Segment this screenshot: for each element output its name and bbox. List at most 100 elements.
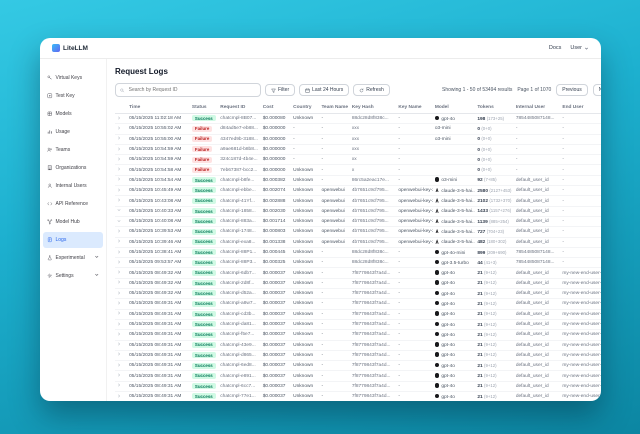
- table-row[interactable]: 05/15/2025 08:49:31 AM Success chatcmpl-…: [115, 391, 601, 401]
- end-user-cell: -: [560, 113, 601, 125]
- key-name-cell: -: [396, 247, 433, 259]
- table-row[interactable]: 05/15/2025 08:49:32 AM Success chatcmpl-…: [115, 278, 601, 290]
- sidebar-item-usage[interactable]: Usage: [43, 124, 103, 140]
- table-row[interactable]: 05/15/2025 08:49:31 AM Success chatcmpl-…: [115, 360, 601, 372]
- row-expander-icon[interactable]: [117, 167, 121, 171]
- sidebar-item-test-key[interactable]: Test Key: [43, 88, 103, 104]
- column-header: Cost: [260, 103, 292, 114]
- previous-page-button[interactable]: Previous: [556, 84, 588, 96]
- row-expander-icon[interactable]: [117, 126, 121, 130]
- row-expander-icon[interactable]: [117, 260, 121, 264]
- row-expander-icon[interactable]: [117, 270, 121, 274]
- table-row[interactable]: 05/15/2025 10:45:49 AM Success chatcmpl-…: [115, 185, 601, 197]
- brand-logo[interactable]: LiteLLM: [52, 44, 88, 52]
- table-header-row: Time Status Request ID Cost Country Team Name…: [115, 103, 601, 114]
- table-row[interactable]: 05/15/2025 11:02:18 AM Success chatcmpl-…: [115, 113, 601, 125]
- row-expander-icon[interactable]: [117, 208, 121, 212]
- table-row[interactable]: 05/15/2025 10:54:58 AM Failure 7eb67387-…: [115, 164, 601, 176]
- docs-link[interactable]: Docs: [548, 45, 562, 51]
- table-row[interactable]: 05/15/2025 10:55:02 AM Failure d84ad5e7-…: [115, 123, 601, 135]
- row-expander-icon[interactable]: [117, 363, 121, 367]
- sidebar-item-virtual-keys[interactable]: Virtual Keys: [43, 70, 103, 86]
- table-row[interactable]: 05/15/2025 08:49:31 AM Success chatcmpl-…: [115, 350, 601, 362]
- sidebar-item-settings[interactable]: Settings: [43, 268, 103, 284]
- sidebar-item-logs[interactable]: Logs: [43, 232, 103, 248]
- row-expander-icon[interactable]: [117, 250, 121, 254]
- table-row[interactable]: 05/15/2025 08:49:31 AM Success chatcmpl-…: [115, 381, 601, 393]
- team-name-cell: -: [319, 298, 350, 310]
- row-expander-icon[interactable]: [117, 116, 121, 120]
- refresh-button[interactable]: Refresh: [353, 84, 390, 96]
- table-row[interactable]: 05/15/2025 10:54:59 AM Failure a9ae681d-…: [115, 144, 601, 156]
- table-row[interactable]: 05/15/2025 08:49:32 AM Success chatcmpl-…: [115, 288, 601, 300]
- internal-user-cell: default_user_id: [513, 298, 561, 310]
- status-badge: Success: [191, 228, 216, 235]
- table-row[interactable]: 05/15/2025 10:54:54 AM Success chatcmpl-…: [115, 175, 601, 187]
- search-box[interactable]: [115, 83, 261, 97]
- row-expander-icon[interactable]: [117, 301, 121, 305]
- row-expander-icon[interactable]: [117, 229, 121, 233]
- table-row[interactable]: 05/15/2025 09:53:57 AM Success chatcmpl-…: [115, 257, 601, 269]
- row-expander-icon[interactable]: [117, 332, 121, 336]
- sidebar-item-internal-users[interactable]: Internal Users: [43, 178, 103, 194]
- row-expander-cell: [115, 206, 128, 217]
- row-expander-icon[interactable]: [117, 280, 121, 284]
- cost-cell: $0.000000: [260, 123, 292, 135]
- sidebar-item-models[interactable]: Models: [43, 106, 103, 122]
- user-menu[interactable]: User: [570, 45, 589, 51]
- filter-button[interactable]: Filter: [265, 84, 296, 96]
- row-expander-icon[interactable]: [117, 311, 121, 315]
- row-expander-icon[interactable]: [117, 394, 121, 398]
- row-expander-icon[interactable]: [117, 198, 121, 202]
- table-row[interactable]: 05/15/2025 10:55:00 AM Failure 4347ed9b-…: [115, 134, 601, 145]
- row-expander-icon[interactable]: [117, 136, 121, 140]
- row-expander-icon[interactable]: [117, 147, 121, 151]
- row-expander-icon[interactable]: [117, 188, 121, 192]
- key-hash-cell: 7f8779843f7a4d...: [349, 360, 397, 372]
- row-expander-icon[interactable]: [117, 219, 121, 223]
- sidebar-item-experimental[interactable]: Experimental: [43, 250, 103, 266]
- next-page-button[interactable]: Next: [592, 84, 601, 96]
- status-badge: Success: [191, 177, 216, 184]
- table-row[interactable]: 05/15/2025 08:49:31 AM Success chatcmpl-…: [115, 319, 601, 331]
- row-expander-cell: [115, 288, 128, 300]
- time-range-button[interactable]: Last 24 Hours: [299, 84, 350, 96]
- row-expander-icon[interactable]: [117, 373, 121, 377]
- sidebar-item-organizations[interactable]: Organizations: [43, 160, 103, 176]
- sidebar-item-teams[interactable]: Teams: [43, 142, 103, 158]
- table-row[interactable]: 05/15/2025 08:49:31 AM Success chatcmpl-…: [115, 340, 601, 351]
- row-expander-icon[interactable]: [117, 352, 121, 356]
- table-row[interactable]: 05/15/2025 10:39:53 AM Success chatcmpl-…: [115, 226, 601, 238]
- table-row[interactable]: 05/15/2025 10:40:33 AM Success chatcmpl-…: [115, 206, 601, 217]
- table-row[interactable]: 05/15/2025 08:49:31 AM Success chatcmpl-…: [115, 370, 601, 382]
- row-expander-icon[interactable]: [117, 177, 121, 181]
- table-row[interactable]: 05/15/2025 08:49:31 AM Success chatcmpl-…: [115, 309, 601, 320]
- status-badge: Success: [191, 300, 216, 307]
- row-expander-icon[interactable]: [117, 322, 121, 326]
- logs-icon: [47, 237, 52, 243]
- sidebar-item-model-hub[interactable]: Model Hub: [43, 214, 103, 230]
- key-hash-cell: 7f8779843f7a4d...: [349, 370, 397, 382]
- table-row[interactable]: 05/15/2025 10:43:08 AM Success chatcmpl-…: [115, 195, 601, 207]
- row-expander-icon[interactable]: [117, 157, 121, 161]
- status-badge: Success: [191, 208, 216, 215]
- table-row[interactable]: 05/15/2025 10:54:59 AM Failure 324c187d-…: [115, 154, 601, 166]
- table-row[interactable]: 05/15/2025 08:49:31 AM Success chatcmpl-…: [115, 329, 601, 341]
- table-row[interactable]: 05/15/2025 10:39:46 AM Success chatcmpl-…: [115, 237, 601, 248]
- model-cell: gpt-4o: [432, 298, 476, 310]
- table-row[interactable]: 05/15/2025 08:49:31 AM Success chatcmpl-…: [115, 298, 601, 310]
- country-cell: Unknown: [291, 247, 320, 259]
- request-id-cell: chatcmpl-77e1...: [218, 391, 261, 401]
- table-row[interactable]: 05/15/2025 10:38:41 AM Success chatcmpl-…: [115, 247, 601, 259]
- sidebar-item-api-reference[interactable]: API Reference: [43, 196, 103, 212]
- row-expander-icon[interactable]: [117, 342, 121, 346]
- time-cell: 05/15/2025 08:49:31 AM: [127, 298, 190, 310]
- team-name-cell: -: [319, 123, 350, 135]
- row-expander-icon[interactable]: [117, 291, 121, 295]
- row-expander-icon[interactable]: [117, 383, 121, 387]
- row-expander-icon[interactable]: [117, 239, 121, 243]
- table-row[interactable]: 05/15/2025 10:40:08 AM Success chatcmpl-…: [115, 216, 601, 228]
- search-input[interactable]: [126, 86, 256, 94]
- status-cell: Success: [189, 267, 219, 279]
- table-row[interactable]: 05/15/2025 08:49:32 AM Success chatcmpl-…: [115, 267, 601, 279]
